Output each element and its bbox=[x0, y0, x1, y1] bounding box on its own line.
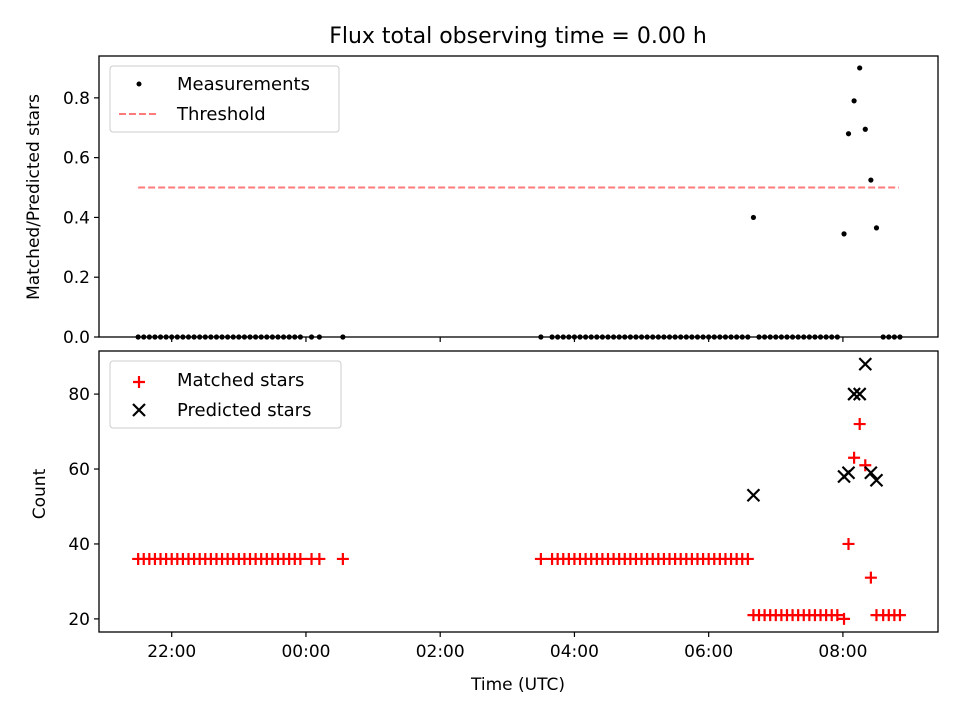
measurement-point bbox=[873, 225, 880, 231]
measurement-point bbox=[857, 65, 863, 71]
matched-star-point bbox=[864, 571, 877, 584]
bottom-legend-box bbox=[109, 360, 342, 429]
matched-star-point bbox=[534, 552, 547, 565]
measurement-point bbox=[868, 177, 874, 183]
matched-star-point bbox=[831, 609, 844, 622]
top-y-tick-label: 0.8 bbox=[63, 89, 90, 109]
matched-star-point bbox=[848, 451, 861, 464]
matched-star-point bbox=[313, 552, 326, 565]
bottom-x-axis: 22:00 00:00 02:00 04:00 06:00 08:00 bbox=[147, 632, 867, 662]
matched-star-point bbox=[853, 418, 866, 431]
legend-label-matched-stars: Matched stars bbox=[177, 370, 304, 391]
measurement-point bbox=[750, 214, 757, 221]
bottom-y-tick-label: 40 bbox=[68, 535, 90, 555]
measurement-point bbox=[862, 126, 868, 132]
matched-star-point bbox=[336, 552, 349, 565]
legend-label-predicted-stars: Predicted stars bbox=[177, 400, 311, 421]
predicted-star-point bbox=[841, 465, 856, 480]
top-x-axis bbox=[171, 337, 844, 342]
bottom-y-axis-label: Count bbox=[30, 468, 50, 519]
bottom-y-axis: 20 40 60 80 bbox=[68, 385, 99, 630]
top-legend-box bbox=[109, 65, 340, 133]
predicted-star-point bbox=[746, 488, 761, 503]
measurement-point bbox=[845, 131, 852, 137]
legend-marker-predicted-stars bbox=[132, 403, 146, 417]
top-y-tick-label: 0.2 bbox=[63, 268, 90, 288]
x-tick-label: 02:00 bbox=[416, 642, 465, 662]
top-legend: Measurements Threshold bbox=[109, 65, 340, 133]
legend-label-measurements: Measurements bbox=[177, 74, 310, 95]
x-tick-label: 04:00 bbox=[550, 642, 599, 662]
matched-star-point bbox=[859, 459, 872, 472]
predicted-star-point bbox=[869, 473, 884, 488]
matched-star-point bbox=[838, 612, 851, 625]
predicted-star-point bbox=[864, 465, 878, 480]
top-panel: 0.00.20.40.60.8 Matched/Predicted stars … bbox=[24, 55, 939, 348]
chart-title: Flux total observing time = 0.00 h bbox=[329, 24, 707, 49]
top-axes-frame bbox=[98, 55, 939, 338]
top-y-tick-label: 0.4 bbox=[63, 208, 90, 228]
legend-marker-matched-stars bbox=[133, 376, 145, 388]
measurement-point bbox=[851, 98, 857, 104]
x-tick-label: 06:00 bbox=[684, 642, 733, 662]
x-axis-label: Time (UTC) bbox=[470, 675, 565, 695]
bottom-y-tick-label: 20 bbox=[68, 610, 90, 630]
bottom-y-tick-label: 80 bbox=[68, 385, 90, 405]
x-tick-label: 00:00 bbox=[281, 642, 330, 662]
predicted-star-point bbox=[847, 387, 861, 401]
matched-star-point bbox=[842, 537, 855, 550]
bottom-legend: Matched stars Predicted stars bbox=[109, 360, 342, 429]
x-tick-label: 08:00 bbox=[818, 642, 867, 662]
top-y-axis-label: Matched/Predicted stars bbox=[24, 94, 44, 300]
bottom-y-tick-label: 60 bbox=[68, 460, 90, 480]
predicted-star-point bbox=[852, 387, 867, 401]
bottom-plot-area bbox=[132, 357, 906, 625]
legend-marker-measurements bbox=[136, 81, 142, 87]
matched-star-point bbox=[741, 552, 754, 565]
matched-star-point bbox=[294, 552, 307, 565]
top-y-tick-label: 0.6 bbox=[63, 149, 90, 169]
measurement-point bbox=[841, 231, 847, 237]
bottom-axes-frame bbox=[98, 350, 939, 633]
matched-star-point bbox=[893, 609, 906, 622]
top-y-axis: 0.0 0.2 0.4 0.6 0.8 bbox=[63, 89, 99, 348]
legend-label-threshold: Threshold bbox=[176, 104, 266, 125]
predicted-star-point bbox=[858, 357, 873, 371]
top-y-tick-label: 0.0 bbox=[63, 328, 90, 348]
x-tick-label: 22:00 bbox=[147, 642, 196, 662]
